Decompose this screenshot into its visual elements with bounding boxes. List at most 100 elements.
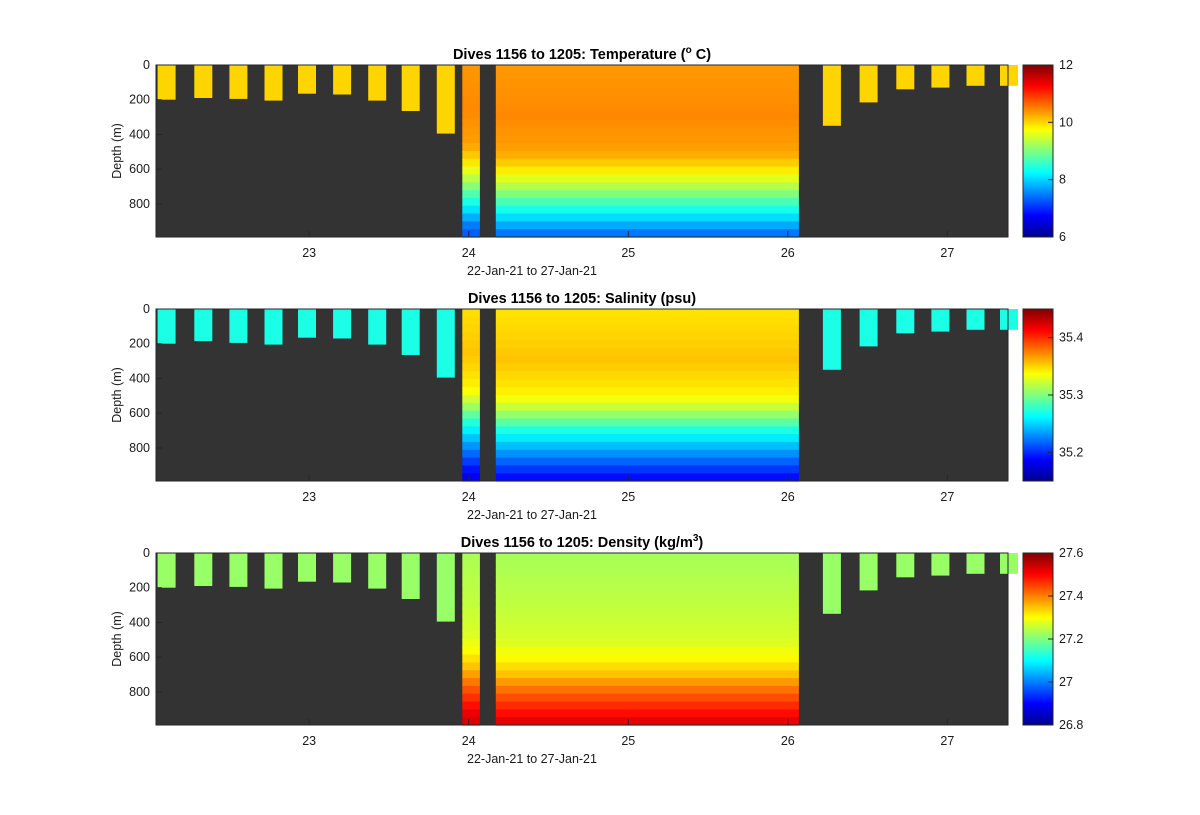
- profile-cell: [462, 151, 480, 160]
- colorbar-tick-label: 35.2: [1059, 445, 1083, 459]
- profile-cell: [495, 426, 799, 435]
- shallow-dive-column: [436, 309, 455, 378]
- profile-cell: [495, 348, 799, 357]
- profile-cell: [462, 449, 480, 459]
- shallow-dive-column: [896, 553, 915, 578]
- profile-cell: [495, 584, 799, 593]
- profile-cell: [495, 340, 799, 349]
- y-tick-label: 800: [129, 197, 150, 211]
- shallow-dive-column: [401, 553, 420, 599]
- profile-cell: [462, 104, 480, 113]
- profile-cell: [462, 410, 480, 419]
- profile-cell: [495, 457, 799, 466]
- profile-cell: [462, 316, 480, 326]
- profile-cell: [462, 631, 480, 640]
- shallow-dive-column: [298, 553, 316, 582]
- colorbar: 35.2 35.3 35.4: [1022, 308, 1083, 482]
- profile-cell: [462, 111, 480, 121]
- profile-cell: [495, 473, 799, 482]
- profile-cell: [495, 316, 799, 326]
- y-tick-label: 600: [129, 162, 150, 176]
- x-tick-label: 24: [462, 490, 476, 504]
- profile-cell: [462, 654, 480, 663]
- profile-cell: [462, 127, 480, 136]
- profile-cell: [462, 418, 480, 427]
- panel-title-suffix: ): [698, 535, 703, 551]
- profile-cell: [462, 662, 480, 671]
- shallow-dive-column: [822, 65, 841, 126]
- profile-cell: [495, 119, 799, 129]
- x-axis-label: 22-Jan-21 to 27-Jan-21: [467, 508, 597, 522]
- panel-title-text: Dives 1156 to 1205: Salinity (psu): [468, 291, 696, 307]
- shallow-dive-column: [333, 309, 352, 339]
- shallow-dive-column: [264, 65, 283, 101]
- shallow-dive-column: [229, 309, 248, 343]
- profile-cell: [462, 363, 480, 373]
- profile-cell: [462, 395, 480, 404]
- x-tick-label: 23: [302, 734, 316, 748]
- profile-cell: [495, 190, 799, 199]
- profile-cell: [462, 457, 480, 466]
- colorbar: 6 8 10 12: [1022, 58, 1073, 244]
- profile-cell: [462, 72, 480, 82]
- profile-cell: [495, 607, 799, 617]
- shallow-dive-column: [229, 65, 248, 99]
- shallow-dive-column: [931, 309, 950, 332]
- profile-cell: [495, 143, 799, 152]
- x-tick-label: 26: [781, 246, 795, 260]
- panel-title-superscript: 3: [693, 533, 699, 544]
- profile-cell: [462, 701, 480, 710]
- profile-cell: [462, 143, 480, 152]
- profile-cell: [495, 80, 799, 89]
- colorbar-gradient: [1022, 64, 1054, 238]
- colorbar-tick-label: 8: [1059, 173, 1066, 187]
- panel-title-superscript: o: [686, 45, 692, 56]
- shallow-dive-column: [194, 65, 213, 98]
- colorbar-tick-label: 35.4: [1059, 331, 1083, 345]
- shallow-dive-column: [966, 553, 985, 574]
- profile-cell: [495, 88, 799, 97]
- profile-cell: [495, 441, 799, 451]
- shallow-dive-column: [333, 65, 352, 95]
- y-tick-label: 800: [129, 685, 150, 699]
- profile-cell: [462, 685, 480, 695]
- x-tick-label: 23: [302, 246, 316, 260]
- profile-cell: [495, 678, 799, 687]
- profile-cell: [462, 717, 480, 726]
- profile-cell: [495, 592, 799, 601]
- profile-cell: [495, 623, 799, 632]
- shallow-dive-column: [264, 553, 283, 589]
- shallow-dive-column: [368, 553, 387, 589]
- profile-cell: [495, 560, 799, 570]
- profile-cell: [462, 348, 480, 357]
- y-tick-label: 400: [129, 615, 150, 629]
- profile-cell: [462, 473, 480, 482]
- shallow-dive-column: [264, 309, 283, 345]
- panel-title-text: Dives 1156 to 1205: Temperature (: [453, 47, 686, 63]
- colorbar-tick-label: 10: [1059, 115, 1073, 129]
- shallow-dive-column: [859, 553, 878, 591]
- profile-cell: [495, 205, 799, 215]
- profile-cell: [462, 205, 480, 215]
- y-tick-label: 0: [143, 546, 150, 560]
- profile-cell: [462, 213, 480, 222]
- shallow-dive-column: [896, 65, 915, 90]
- deep-dive-block: [495, 309, 799, 482]
- shallow-dive-column: [436, 553, 455, 622]
- x-tick-label: 24: [462, 246, 476, 260]
- profile-cell: [462, 693, 480, 703]
- shallow-dive-column: [298, 65, 316, 94]
- panel-3: 23 24 25 26 27 0 200 400 600 800 22-Jan-21 to 27-J…: [110, 533, 1083, 766]
- profile-cell: [462, 190, 480, 199]
- colorbar-tick-label: 27.6: [1059, 546, 1083, 560]
- x-tick-label: 25: [621, 246, 635, 260]
- profile-cell: [462, 80, 480, 89]
- profile-cell: [495, 332, 799, 341]
- x-tick-label: 27: [940, 490, 954, 504]
- shallow-dive-column: [157, 309, 176, 344]
- panel-title: Dives 1156 to 1205: Density (kg/m3): [461, 533, 704, 551]
- y-tick-label: 800: [129, 441, 150, 455]
- shallow-dive-column: [194, 309, 213, 342]
- profile-cell: [462, 182, 480, 191]
- shallow-dive-column: [194, 553, 213, 586]
